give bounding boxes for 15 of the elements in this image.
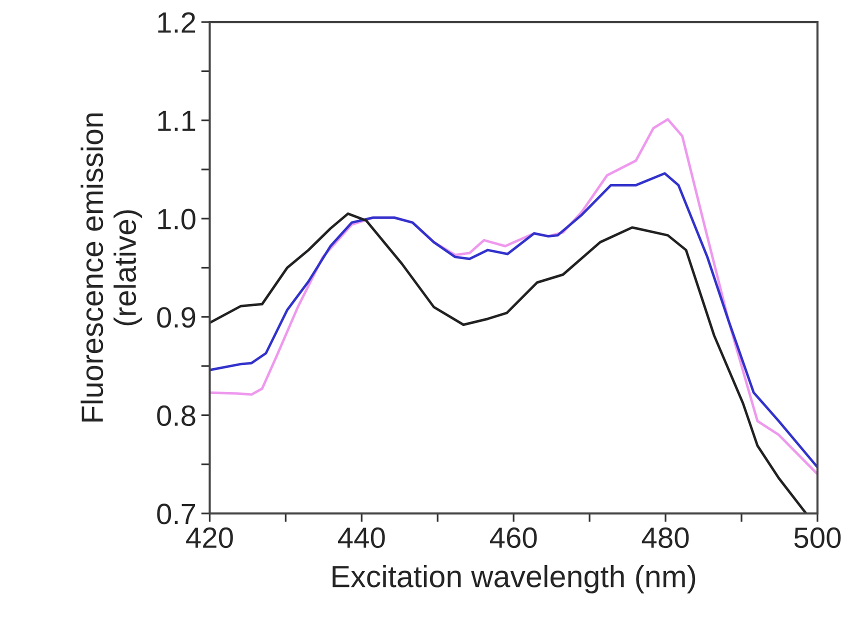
y-axis-title: Fluorescence emission (relative) [80,113,142,422]
x-tick-label: 440 [338,527,385,548]
x-tick-label: 480 [642,527,689,548]
y-tick-label: 1.1 [158,110,196,131]
y-tick-label: 0.8 [157,405,196,426]
y-tick-label: 0.9 [157,307,196,328]
y-tick-label: 1.0 [158,208,196,230]
x-axis-title: Excitation wavelength (nm) [332,564,696,594]
line-series [210,212,808,514]
x-tick-label: 420 [186,527,233,548]
x-tick-label: 500 [794,527,841,548]
y-tick-label: 0.7 [157,504,196,524]
line-series [210,172,818,469]
y-tick-label: 1.2 [158,12,196,33]
x-tick-label: 460 [490,527,537,548]
